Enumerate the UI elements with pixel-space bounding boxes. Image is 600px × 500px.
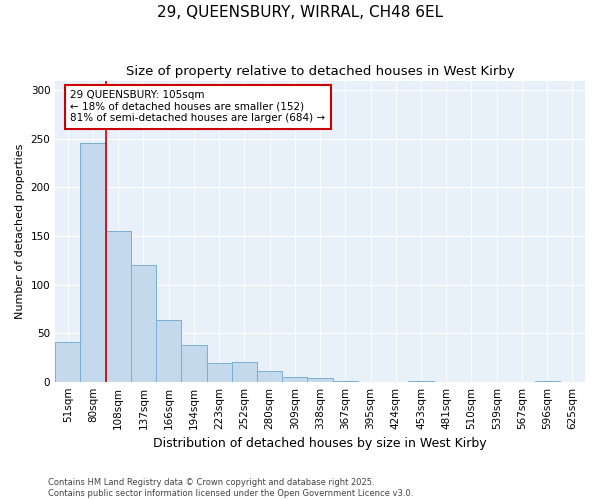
Bar <box>181 345 206 382</box>
Bar <box>156 320 181 382</box>
Bar <box>55 342 80 382</box>
Bar <box>535 380 560 382</box>
Text: 29, QUEENSBURY, WIRRAL, CH48 6EL: 29, QUEENSBURY, WIRRAL, CH48 6EL <box>157 5 443 20</box>
Bar <box>257 371 282 382</box>
Text: Contains HM Land Registry data © Crown copyright and database right 2025.
Contai: Contains HM Land Registry data © Crown c… <box>48 478 413 498</box>
Bar <box>206 363 232 382</box>
Bar <box>307 378 332 382</box>
X-axis label: Distribution of detached houses by size in West Kirby: Distribution of detached houses by size … <box>153 437 487 450</box>
Bar <box>80 142 106 382</box>
Bar <box>332 380 358 382</box>
Bar <box>232 362 257 382</box>
Bar <box>106 231 131 382</box>
Text: 29 QUEENSBURY: 105sqm
← 18% of detached houses are smaller (152)
81% of semi-det: 29 QUEENSBURY: 105sqm ← 18% of detached … <box>70 90 325 124</box>
Y-axis label: Number of detached properties: Number of detached properties <box>15 144 25 319</box>
Title: Size of property relative to detached houses in West Kirby: Size of property relative to detached ho… <box>126 65 514 78</box>
Bar <box>131 265 156 382</box>
Bar <box>409 380 434 382</box>
Bar <box>282 377 307 382</box>
